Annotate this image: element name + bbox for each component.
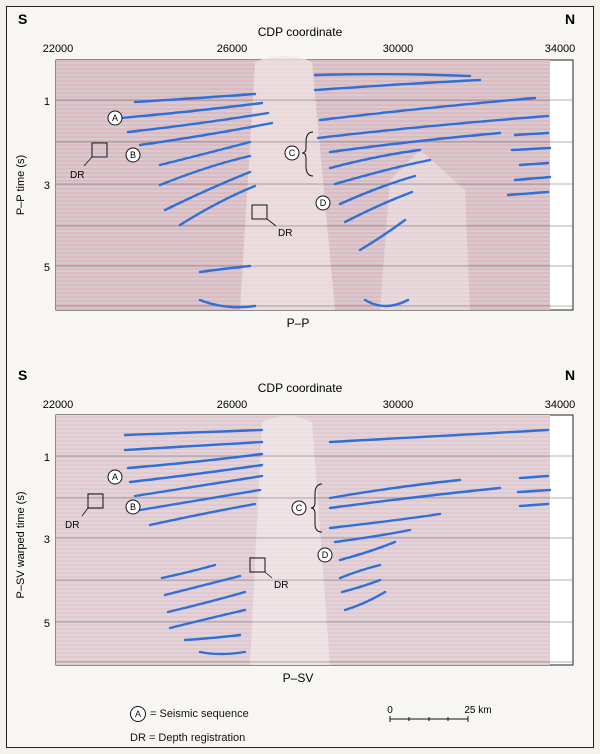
sequence-marker-a: A xyxy=(107,110,123,126)
x-axis-title: CDP coordinate xyxy=(258,381,343,395)
svg-text:C: C xyxy=(296,503,303,513)
section-label: P–SV xyxy=(283,671,314,685)
y-tick-label: 3 xyxy=(44,534,50,546)
diapir-body xyxy=(240,56,335,310)
svg-text:D: D xyxy=(322,550,329,560)
legend-sequence-text: = Seismic sequence xyxy=(150,708,249,720)
y-tick-label: 5 xyxy=(44,262,50,274)
direction-south-label: S xyxy=(18,11,27,27)
scale-start-label: 0 xyxy=(387,705,393,716)
legend-dr-text: DR = Depth registration xyxy=(130,732,246,744)
x-tick-label: 26000 xyxy=(217,399,248,411)
svg-text:B: B xyxy=(130,150,136,160)
sequence-marker-d: D xyxy=(317,547,333,563)
y-axis-title: P–P time (s) xyxy=(15,155,27,215)
svg-text:A: A xyxy=(112,113,118,123)
sequence-marker-a: A xyxy=(107,469,123,485)
section-label: P–P xyxy=(287,316,310,330)
x-tick-label: 26000 xyxy=(217,43,248,55)
depth-registration-box-left: DR xyxy=(70,142,108,181)
time-gridlines xyxy=(56,99,573,307)
y-tick-label: 5 xyxy=(44,618,50,630)
legend-row-sequence: A = Seismic sequence xyxy=(130,702,249,726)
x-tick-label: 34000 xyxy=(545,43,576,55)
psv-section-figure: S N CDP coordinate 22000 26000 30000 340… xyxy=(15,367,576,685)
direction-north-label: N xyxy=(565,367,575,383)
direction-south-label: S xyxy=(18,367,27,383)
x-tick-label: 22000 xyxy=(43,399,74,411)
x-axis-title: CDP coordinate xyxy=(258,25,343,39)
x-tick-label: 30000 xyxy=(383,43,414,55)
x-tick-label: 30000 xyxy=(383,399,414,411)
y-tick-label: 3 xyxy=(44,180,50,192)
svg-text:B: B xyxy=(130,502,136,512)
psv-section-panel: S N CDP coordinate 22000 26000 30000 340… xyxy=(0,360,600,720)
sequence-marker-c: C xyxy=(284,131,314,177)
interpreted-horizons xyxy=(118,73,552,309)
depth-registration-box-center: DR xyxy=(251,204,292,239)
sequence-symbol: A xyxy=(130,706,146,722)
pp-section-panel: S N CDP coordinate 22000 26000 30000 340… xyxy=(0,0,600,360)
depth-registration-box-center: DR xyxy=(249,557,288,591)
scale-end-label: 25 km xyxy=(464,705,491,716)
pp-section-figure: S N CDP coordinate 22000 26000 30000 340… xyxy=(15,11,576,330)
sequence-marker-c: C xyxy=(291,483,323,533)
svg-text:DR: DR xyxy=(278,228,292,239)
y-tick-label: 1 xyxy=(44,452,50,464)
chaotic-zone xyxy=(380,150,470,310)
svg-text:DR: DR xyxy=(70,170,84,181)
sequence-marker-b: B xyxy=(125,499,141,515)
diapir-body xyxy=(250,416,330,665)
interpreted-horizons xyxy=(123,428,552,656)
legend: A = Seismic sequence DR = Depth registra… xyxy=(130,702,249,750)
svg-text:A: A xyxy=(112,472,118,482)
y-axis-title: P–SV warped time (s) xyxy=(15,492,27,599)
sequence-marker-b: B xyxy=(125,147,141,163)
svg-text:DR: DR xyxy=(65,520,79,531)
time-gridlines xyxy=(56,455,573,663)
x-tick-label: 34000 xyxy=(545,399,576,411)
x-tick-label: 22000 xyxy=(43,43,74,55)
legend-row-dr: DR = Depth registration xyxy=(130,726,249,750)
svg-text:DR: DR xyxy=(274,580,288,591)
svg-text:C: C xyxy=(289,148,296,158)
sequence-marker-d: D xyxy=(315,195,331,211)
scale-bar: 0 25 km xyxy=(387,705,492,722)
y-tick-label: 1 xyxy=(44,96,50,108)
direction-north-label: N xyxy=(565,11,575,27)
depth-registration-box-left: DR xyxy=(65,493,104,531)
svg-text:D: D xyxy=(320,198,327,208)
